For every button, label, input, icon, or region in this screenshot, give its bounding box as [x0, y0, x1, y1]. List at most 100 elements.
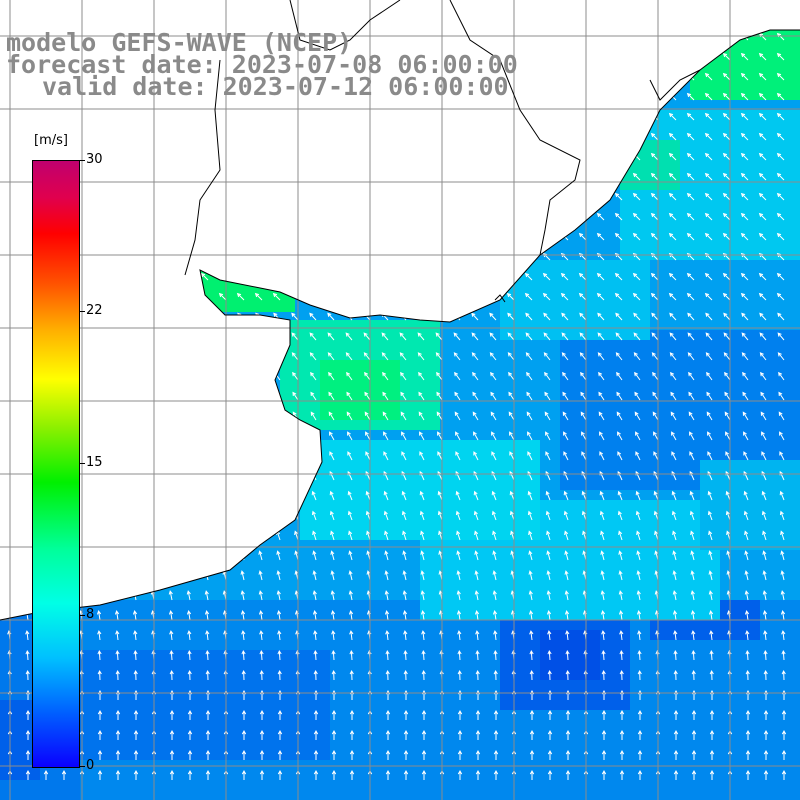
wind-arrow [326, 192, 335, 201]
wind-arrow [488, 232, 497, 241]
wind-arrow [148, 391, 155, 401]
wind-arrow [650, 272, 659, 281]
wind-arrow [758, 232, 767, 241]
wind-arrow [707, 431, 713, 441]
wind-arrow [596, 292, 605, 301]
wind-arrow [25, 749, 31, 760]
wind-arrow [632, 212, 641, 221]
wind-arrow [347, 490, 353, 501]
wind-arrow [240, 610, 246, 621]
wind-arrow [133, 630, 138, 641]
wind-arrow [275, 510, 281, 521]
wind-arrow [687, 332, 695, 341]
wind-arrow [723, 332, 731, 341]
wind-arrow [560, 152, 569, 161]
wind-arrow [542, 52, 551, 61]
wind-arrow [524, 212, 533, 221]
wind-arrow [218, 112, 227, 121]
wind-arrow [164, 192, 173, 201]
wind-arrow [257, 490, 263, 501]
wind-arrow [434, 192, 443, 201]
wind-arrow [385, 649, 390, 661]
wind-arrow [743, 431, 749, 441]
wind-arrow [132, 570, 137, 581]
wind-arrow [110, 112, 119, 121]
wind-arrow [560, 172, 569, 181]
wind-arrow [457, 769, 463, 780]
wind-arrow [709, 729, 715, 740]
wind-arrow [528, 570, 533, 581]
wind-arrow [614, 52, 623, 61]
wind-arrow [398, 192, 407, 201]
wind-arrow [149, 510, 155, 521]
wind-arrow [331, 649, 336, 661]
wind-arrow [670, 371, 677, 381]
wind-arrow [383, 510, 389, 521]
wind-arrow [146, 132, 155, 141]
wind-arrow [542, 32, 551, 41]
wind-arrow [110, 232, 119, 241]
wind-arrow [437, 451, 443, 461]
wind-arrow [402, 590, 407, 601]
wind-arrow [168, 590, 173, 601]
wind-arrow [527, 451, 533, 461]
wind-arrow [183, 312, 191, 321]
wind-arrow [524, 192, 533, 201]
wind-arrow [669, 312, 677, 321]
wind-arrow [273, 332, 281, 341]
wind-arrow [403, 729, 409, 740]
wind-arrow [616, 371, 623, 381]
wind-arrow [402, 530, 407, 541]
wind-arrow [565, 630, 570, 641]
wind-arrow [434, 292, 443, 301]
wind-arrow [61, 769, 67, 780]
wind-arrow [691, 749, 697, 760]
wind-arrow [25, 769, 31, 780]
wind-arrow [453, 352, 461, 361]
wind-arrow [3, 332, 11, 341]
wind-arrow [92, 232, 101, 241]
wind-arrow [434, 172, 443, 181]
wind-arrow [20, 272, 29, 281]
wind-arrow [599, 490, 605, 501]
model-title: modelo GEFS-WAVE (NCEP) [6, 28, 353, 57]
wind-arrow [381, 352, 389, 361]
wind-arrow [760, 411, 767, 421]
wind-arrow [761, 510, 767, 521]
wind-arrow [691, 729, 697, 740]
wind-arrow [509, 510, 515, 521]
wind-arrow [526, 391, 533, 401]
wind-arrow [131, 431, 137, 441]
wind-arrow [686, 152, 695, 161]
wind-arrow [362, 172, 371, 181]
wind-arrow [723, 312, 731, 321]
wind-arrow [114, 550, 119, 561]
wind-arrow [457, 749, 463, 760]
wind-arrow [416, 232, 425, 241]
wind-arrow [258, 570, 263, 581]
wind-arrow [110, 152, 119, 161]
wind-arrow [254, 172, 263, 181]
wind-arrow [186, 590, 191, 601]
wind-arrow [401, 490, 407, 501]
wind-arrow [419, 431, 425, 441]
wind-arrow [670, 411, 677, 421]
wind-arrow [400, 371, 407, 381]
wind-arrow [492, 610, 498, 621]
wind-arrow [758, 192, 767, 201]
wind-arrow [146, 292, 155, 301]
wind-arrow [740, 172, 749, 181]
wind-arrow [113, 431, 119, 441]
wind-arrow [452, 32, 461, 41]
wind-arrow [651, 352, 659, 361]
wind-arrow [147, 312, 155, 321]
wind-arrow [506, 152, 515, 161]
wind-arrow [632, 172, 641, 181]
wind-arrow [545, 431, 551, 441]
wind-arrow [115, 630, 120, 641]
wind-arrow [779, 431, 785, 441]
wind-arrow [385, 749, 391, 760]
wind-arrow [668, 192, 677, 201]
wind-arrow [20, 232, 29, 241]
colorbar-tick-mark [79, 766, 85, 767]
